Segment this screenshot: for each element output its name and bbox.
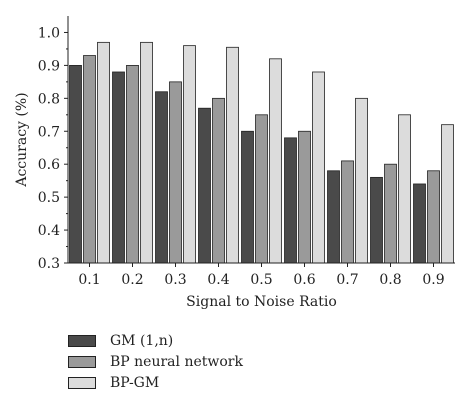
legend-swatch-gm <box>68 334 96 347</box>
bar-gm-0.6 <box>284 137 297 264</box>
y-tick-label: 1.0 <box>38 25 60 41</box>
y-tick-label: 0.4 <box>38 223 60 239</box>
y-tick-label: 0.7 <box>38 124 60 140</box>
bar-bp-gm-0.8 <box>398 114 411 264</box>
legend-item-bp-neural-network: BP neural network <box>68 351 243 372</box>
bar-bp-neural-network-0.1 <box>83 55 96 264</box>
bar-bp-gm-0.7 <box>355 97 368 264</box>
bar-bp-neural-network-0.7 <box>341 160 354 264</box>
x-axis-title: Signal to Noise Ratio <box>186 294 337 310</box>
x-tick-label: 0.8 <box>379 272 401 288</box>
bar-bp-neural-network-0.3 <box>169 81 182 264</box>
bar-gm-0.1 <box>69 65 82 264</box>
legend-label-bp-gm: BP-GM <box>110 374 160 391</box>
legend-item-gm: GM (1,n) <box>68 330 243 351</box>
legend-label-bp-neural-network: BP neural network <box>110 353 243 370</box>
chart-legend: GM (1,n) BP neural network BP-GM <box>68 330 243 393</box>
x-tick-label: 0.9 <box>422 272 444 288</box>
x-tick-label: 0.7 <box>336 272 358 288</box>
bar-bp-gm-0.2 <box>140 41 153 264</box>
bar-bp-neural-network-0.2 <box>126 65 139 264</box>
y-tick-label: 0.8 <box>38 91 60 107</box>
y-tick-label: 0.3 <box>38 256 60 272</box>
y-axis-title: Accuracy (%) <box>14 92 30 187</box>
bar-bp-gm-0.5 <box>269 58 282 264</box>
bar-bp-neural-network-0.6 <box>298 130 311 264</box>
bar-gm-0.8 <box>370 176 383 264</box>
x-tick-label: 0.5 <box>250 272 272 288</box>
bar-gm-0.2 <box>112 71 125 264</box>
y-tick-label: 0.6 <box>38 157 60 173</box>
bar-bp-neural-network-0.9 <box>427 170 440 264</box>
bar-gm-0.7 <box>327 170 340 264</box>
bar-gm-0.3 <box>155 91 168 264</box>
bar-bp-neural-network-0.8 <box>384 163 397 264</box>
bar-bp-gm-0.6 <box>312 71 325 264</box>
x-tick-label: 0.1 <box>78 272 100 288</box>
bar-bp-gm-0.4 <box>226 46 239 264</box>
legend-swatch-bp-neural-network <box>68 355 96 368</box>
bar-bp-gm-0.9 <box>441 124 454 264</box>
bar-bp-neural-network-0.4 <box>212 97 225 264</box>
bar-gm-0.9 <box>413 183 426 264</box>
x-tick-label: 0.2 <box>121 272 143 288</box>
legend-item-bp-gm: BP-GM <box>68 372 243 393</box>
x-tick-label: 0.6 <box>293 272 315 288</box>
y-tick-label: 0.9 <box>38 58 60 74</box>
bars-layer <box>69 41 454 264</box>
bar-bp-gm-0.1 <box>97 41 110 264</box>
legend-swatch-bp-gm <box>68 376 96 389</box>
legend-label-gm: GM (1,n) <box>110 332 174 349</box>
bar-gm-0.5 <box>241 130 254 264</box>
y-tick-label: 0.5 <box>38 190 60 206</box>
ticks-layer: 0.3 0.4 0.5 0.6 0.7 0.8 0.9 1.0 0.1 0.2 0.3 0.4 0.5 0… <box>38 25 445 288</box>
bar-gm-0.4 <box>198 107 211 264</box>
bar-bp-gm-0.3 <box>183 45 196 264</box>
x-tick-label: 0.4 <box>207 272 229 288</box>
bar-bp-neural-network-0.5 <box>255 114 268 264</box>
x-tick-label: 0.3 <box>164 272 186 288</box>
